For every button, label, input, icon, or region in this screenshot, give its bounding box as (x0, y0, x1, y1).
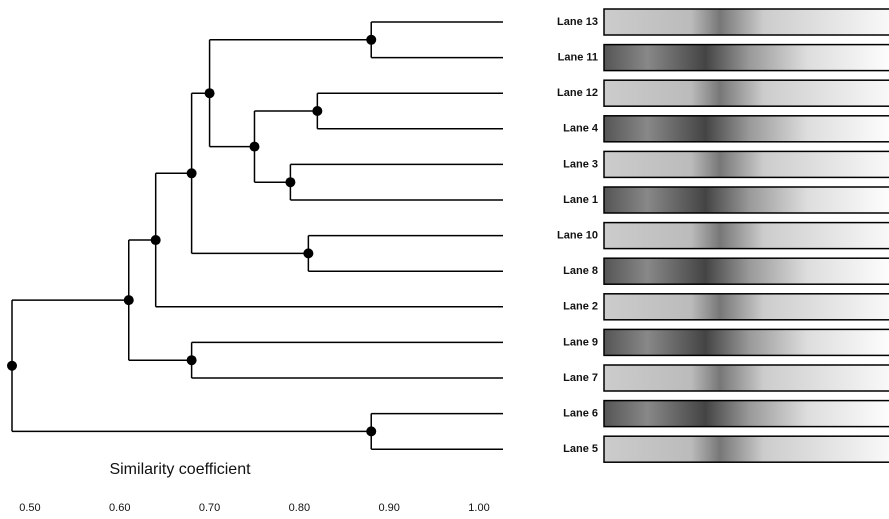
x-tick-label: 0.50 (19, 502, 40, 514)
node (7, 361, 17, 371)
lane-label: Lane 3 (563, 158, 598, 170)
gel-lane (604, 365, 889, 391)
gel-lane (604, 45, 889, 71)
lane-label: Lane 13 (557, 16, 598, 28)
x-tick-label: 0.90 (378, 502, 399, 514)
lane-label: Lane 5 (563, 443, 598, 455)
gel-lane (604, 401, 889, 427)
lane-label: Lane 7 (563, 372, 598, 384)
gel-lane (604, 151, 889, 177)
lane-label: Lane 4 (563, 123, 599, 135)
x-axis-title: Similarity coefficient (109, 461, 251, 478)
lane-label: Lane 2 (563, 301, 598, 313)
chart: Similarity coefficient 0.50 0.60 0.70 0.80 0… (0, 0, 889, 519)
gel-lane (604, 294, 889, 320)
gel-lane (604, 116, 889, 142)
page: Similarity coefficient 0.50 0.60 0.70 0.80 0… (0, 0, 889, 519)
x-tick-label: 0.60 (109, 502, 130, 514)
x-tick-label: 0.80 (289, 502, 310, 514)
x-tick-label: 1.00 (468, 502, 489, 514)
lane-label: Lane 10 (557, 230, 598, 242)
gel-lane (604, 329, 889, 355)
lane-label: Lane 6 (563, 408, 598, 420)
lane-label: Lane 8 (563, 265, 598, 277)
gel-lane (604, 80, 889, 106)
gel-lane (604, 258, 889, 284)
x-tick-label: 0.70 (199, 502, 220, 514)
lane-label: Lane 9 (563, 336, 598, 348)
lane-label: Lane 11 (558, 52, 598, 64)
lane-label: Lane 12 (557, 87, 598, 99)
gel-lane (604, 436, 889, 462)
gel-lane (604, 223, 889, 249)
gel-lane (604, 9, 889, 35)
lane-label: Lane 1 (563, 194, 598, 206)
gel-lane (604, 187, 889, 213)
